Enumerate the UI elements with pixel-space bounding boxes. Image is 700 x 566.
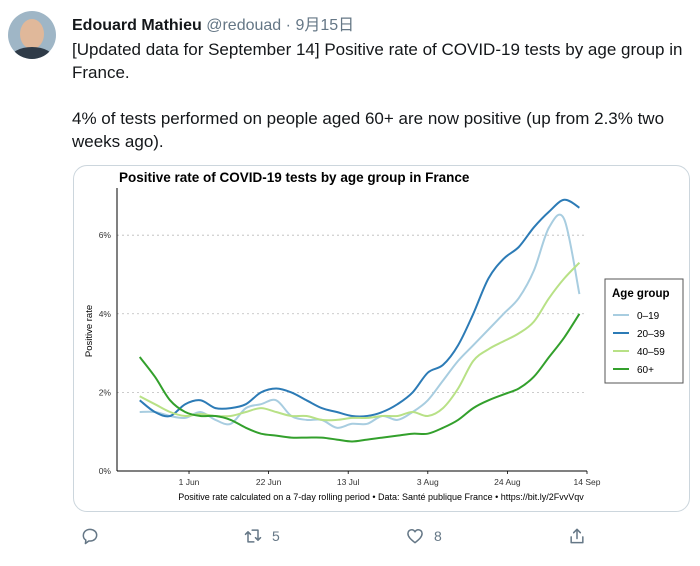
chart-caption: Positive rate calculated on a 7-day roll… <box>178 492 584 502</box>
retweet-icon <box>244 529 262 543</box>
like-button[interactable]: 8 <box>405 522 442 550</box>
chart-svg: Positive rate of COVID-19 tests by age g… <box>84 170 684 502</box>
y-tick-label: 2% <box>99 387 112 397</box>
tweet-text-paragraph-2: 4% of tests performed on people aged 60+… <box>72 109 665 151</box>
reply-button[interactable] <box>80 522 109 550</box>
tweet-header: Edouard Mathieu @redouad · 9月15日 <box>72 11 354 35</box>
series-line-0 <box>139 213 581 429</box>
y-axis-label: Positive rate <box>84 305 95 357</box>
series-line-1 <box>139 198 580 418</box>
legend-label: 60+ <box>637 365 654 376</box>
tweet-text-paragraph-1: [Updated data for September 14] Positive… <box>72 40 683 82</box>
avatar[interactable] <box>8 11 56 59</box>
y-tick-label: 0% <box>99 466 112 476</box>
x-tick-label: 1 Jun <box>179 477 200 487</box>
y-axis-ticks: 0% 2% 4% 6% <box>99 230 112 476</box>
legend-box <box>604 278 684 384</box>
author-name[interactable]: Edouard Mathieu <box>72 17 202 34</box>
avatar-face <box>20 19 44 49</box>
series-line-3 <box>138 313 581 443</box>
legend-label: 0–19 <box>637 311 660 322</box>
share-button[interactable] <box>567 522 587 550</box>
header-separator: · <box>285 17 291 34</box>
x-tick-label: 13 Jul <box>337 477 360 487</box>
retweet-count: 5 <box>272 528 280 544</box>
legend-label: 40–59 <box>637 347 665 358</box>
avatar-shirt <box>10 47 54 59</box>
chart-title: Positive rate of COVID-19 tests by age g… <box>119 170 470 185</box>
x-axis-ticks: 1 Jun 22 Jun 13 Jul 3 Aug 24 Aug 14 Sep <box>179 471 601 487</box>
chart-grid <box>117 234 587 472</box>
x-tick-label: 3 Aug <box>417 477 439 487</box>
tweet-actions: 5 8 <box>72 522 692 552</box>
chart-lines <box>138 198 581 443</box>
tweet-text: [Updated data for September 14] Positive… <box>72 38 692 153</box>
legend-label: 20–39 <box>637 329 665 340</box>
legend-title: Age group <box>612 288 670 300</box>
like-count: 8 <box>434 528 442 544</box>
share-icon <box>570 528 584 544</box>
legend: Age group 0–19 20–39 40–59 60+ <box>604 278 684 384</box>
series-line-2 <box>139 262 581 422</box>
reply-icon <box>82 528 98 545</box>
retweet-button[interactable]: 5 <box>243 522 280 550</box>
tweet-date[interactable]: 9月15日 <box>295 17 355 34</box>
author-handle[interactable]: @redouad <box>206 17 282 34</box>
y-tick-label: 6% <box>99 230 112 240</box>
y-tick-label: 4% <box>99 309 112 319</box>
heart-icon <box>407 529 423 544</box>
tweet-media-chart[interactable]: Positive rate of COVID-19 tests by age g… <box>73 165 690 512</box>
x-tick-label: 24 Aug <box>494 477 521 487</box>
x-tick-label: 14 Sep <box>574 477 601 487</box>
x-tick-label: 22 Jun <box>256 477 282 487</box>
